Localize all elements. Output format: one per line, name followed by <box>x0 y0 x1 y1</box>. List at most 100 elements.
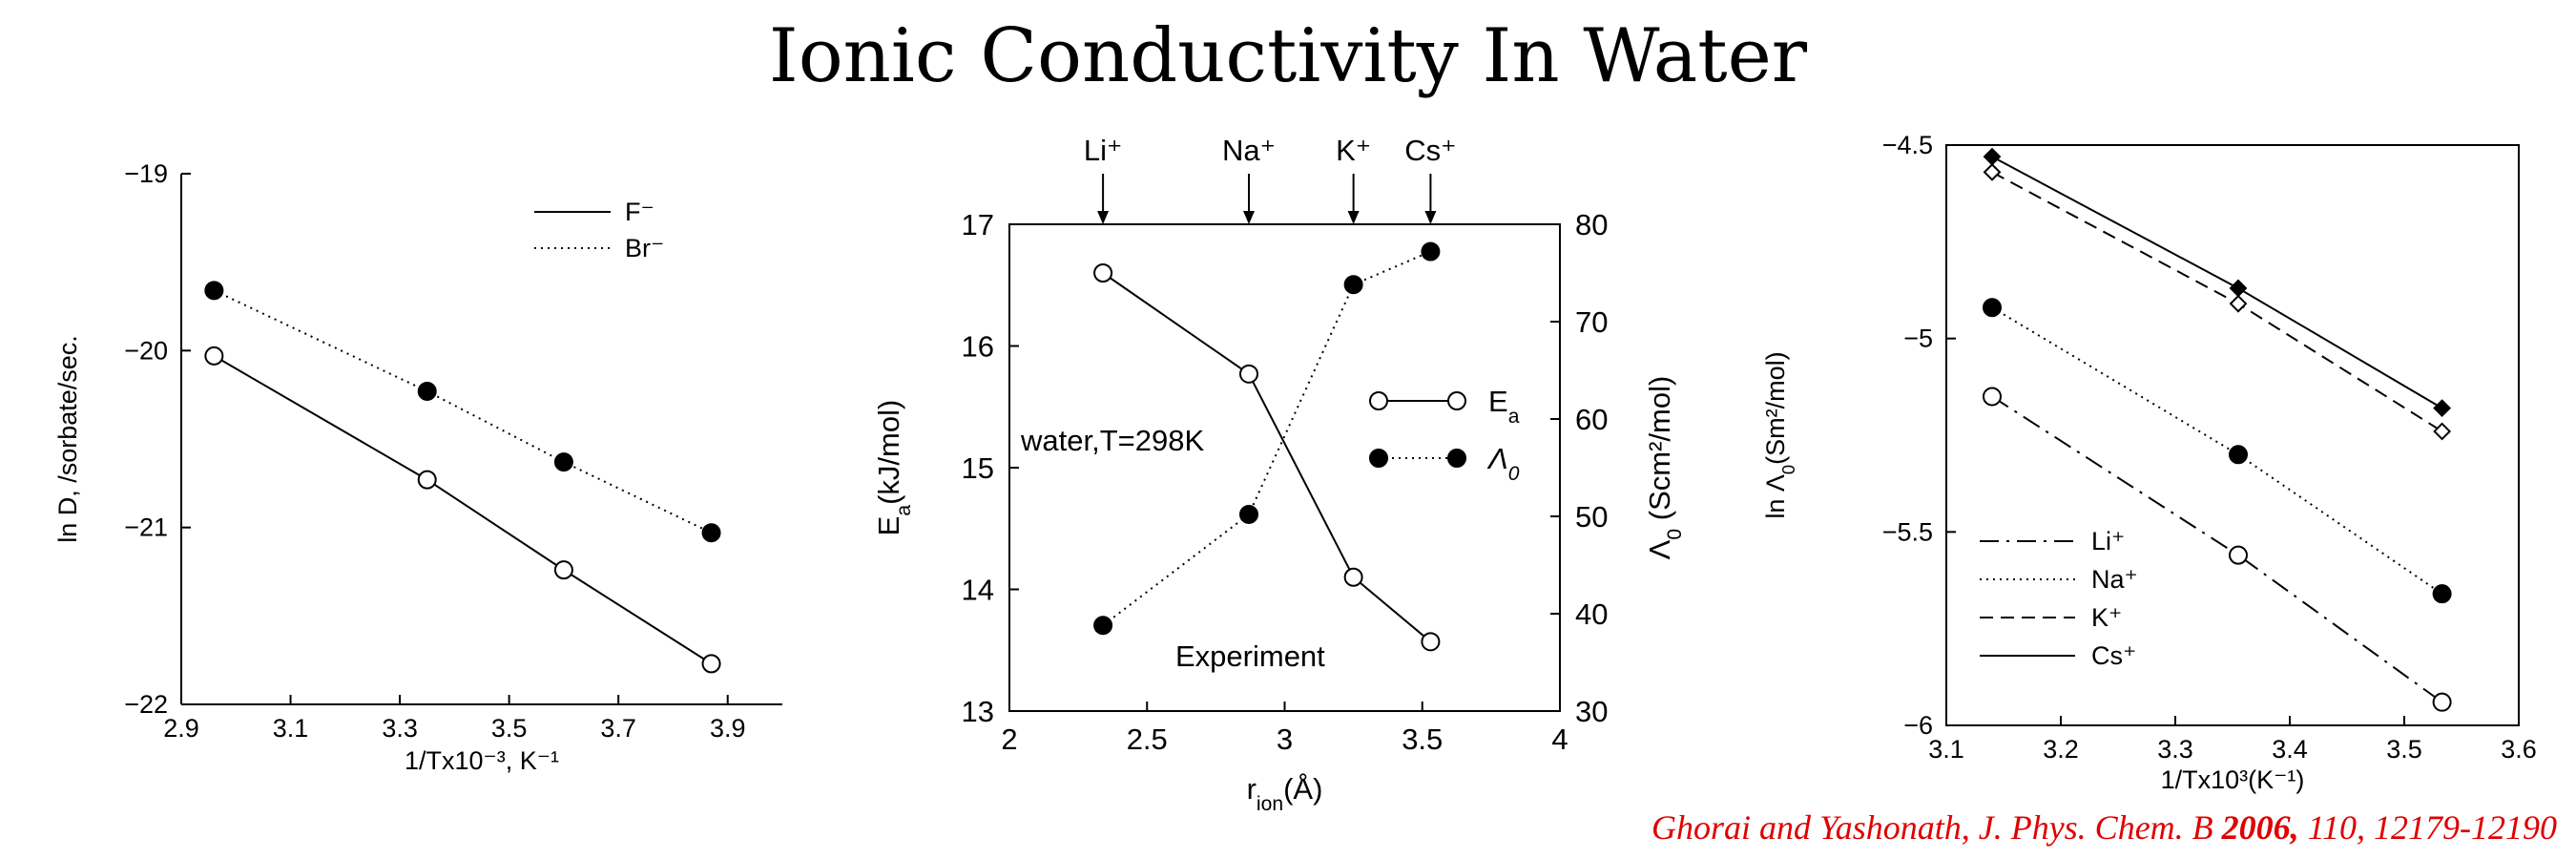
p1-y-tick-label: −20 <box>124 336 168 365</box>
p1-y-tick-label: −22 <box>124 690 168 719</box>
p2-y-right-tick-label: 80 <box>1575 208 1608 241</box>
p2-y-left-tick-label: 17 <box>962 208 994 241</box>
citation: Ghorai and Yashonath, J. Phys. Chem. B 2… <box>1652 807 2557 848</box>
p3-data-point <box>2229 445 2248 465</box>
p3-x-tick-label: 3.4 <box>2272 735 2308 764</box>
p1-series-line <box>213 355 713 665</box>
p2-data-point <box>1238 504 1258 524</box>
p3-data-point <box>2432 692 2452 712</box>
p1-series-line <box>213 289 712 534</box>
p2-data-point <box>1093 616 1113 636</box>
citation-rest: 110, 12179-12190 <box>2298 808 2557 847</box>
p1-data-point <box>417 470 437 490</box>
p2-y-right-tick-label: 30 <box>1575 695 1608 728</box>
p2-x-tick-label: 2.5 <box>1127 723 1168 756</box>
p3-series-line <box>1991 171 2443 432</box>
p2-annotation-experiment: Experiment <box>1175 639 1325 673</box>
p2-y-right-label: Λ0 (Scm²/mol) <box>1643 376 1686 560</box>
p2-legend-label-ea: Ea <box>1488 385 1520 428</box>
p2-y-right-tick-label: 60 <box>1575 403 1608 436</box>
p2-x-tick-label: 2 <box>1001 723 1017 756</box>
p2-x-label: rion(Å) <box>1247 772 1323 815</box>
p2-y-left-label: Ea(kJ/mol) <box>872 400 915 536</box>
p3-x-tick-label: 3.6 <box>2501 735 2537 764</box>
p1-x-label: 1/Tx10⁻³, K⁻¹ <box>405 746 559 775</box>
p3-x-tick-label: 3.5 <box>2386 735 2422 764</box>
p3-data-point <box>2229 545 2248 565</box>
p2-y-left-tick-label: 13 <box>962 695 994 728</box>
p2-data-point <box>1421 632 1441 652</box>
p2-ion-arrowhead <box>1424 211 1437 224</box>
p2-y-right-tick-label: 50 <box>1575 500 1608 534</box>
p3-plot-frame <box>1945 144 2520 726</box>
p2-ion-label: Na⁺ <box>1222 134 1276 167</box>
citation-year: 2006, <box>2221 808 2299 847</box>
p3-data-point <box>2432 584 2452 604</box>
p1-y-tick-label: −21 <box>124 513 168 542</box>
p1-y-label: ln D, /sorbate/sec. <box>53 335 82 543</box>
p2-legend-marker <box>1447 449 1466 468</box>
p2-ion-label: Li⁺ <box>1084 134 1123 167</box>
p3-data-point <box>1983 298 2002 318</box>
page-title: Ionic Conductivity In Water <box>768 13 1808 99</box>
p2-y-left-tick-label: 16 <box>962 330 994 364</box>
p1-y-tick-label: −19 <box>124 159 168 188</box>
p3-y-tick-label: −4.5 <box>1882 131 1933 159</box>
p3-x-label: 1/Tx10³(K⁻¹) <box>2161 765 2305 794</box>
p2-y-left-tick-label: 14 <box>962 574 994 607</box>
p3-data-point <box>2433 422 2452 441</box>
p1-data-point <box>553 452 573 472</box>
p1-data-point <box>701 523 721 543</box>
p3-y-tick-label: −5 <box>1903 325 1933 353</box>
p3-legend-label: Na⁺ <box>2091 565 2138 594</box>
p2-x-tick-label: 4 <box>1551 723 1568 756</box>
p2-y-left-tick-label: 15 <box>962 451 994 485</box>
p2-ion-arrowhead <box>1097 211 1110 224</box>
p3-data-point <box>1983 147 2002 166</box>
p3-data-point <box>2229 294 2248 313</box>
p3-data-point <box>2229 279 2248 298</box>
p2-data-point <box>1238 364 1258 384</box>
p2-data-point <box>1343 567 1363 587</box>
p3-legend-label: Li⁺ <box>2091 527 2125 555</box>
p1-data-point <box>701 654 721 674</box>
p2-legend-marker <box>1369 449 1388 468</box>
p3-data-point <box>1983 162 2002 181</box>
p3-y-label: ln Λ0(Sm²/mol) <box>1761 351 1798 518</box>
p1-legend-label: Br⁻ <box>625 234 664 262</box>
p1-x-tick-label: 3.7 <box>600 714 636 743</box>
p1-x-tick-label: 2.9 <box>163 714 199 743</box>
p2-data-point <box>1093 263 1113 283</box>
p1-x-tick-label: 3.9 <box>710 714 746 743</box>
p3-series-line <box>1991 306 2443 596</box>
p3-x-tick-label: 3.1 <box>1928 735 1964 764</box>
p1-x-tick-label: 3.3 <box>382 714 418 743</box>
p1-x-tick-label: 3.5 <box>491 714 528 743</box>
citation-authors: Ghorai and Yashonath, J. Phys. Chem. B <box>1651 808 2222 847</box>
p2-y-right-tick-label: 40 <box>1575 597 1608 631</box>
p1-x-tick-label: 3.1 <box>273 714 309 743</box>
p2-annotation-condition: water,T=298K <box>1020 424 1204 457</box>
p2-y-right-tick-label: 70 <box>1575 305 1608 339</box>
p2-legend-marker <box>1369 391 1388 410</box>
p2-data-point <box>1343 275 1363 295</box>
p3-y-tick-label: −6 <box>1903 711 1933 740</box>
p2-ion-label: K⁺ <box>1336 134 1371 167</box>
p3-data-point <box>1983 387 2002 407</box>
p2-ion-arrowhead <box>1347 211 1360 224</box>
p3-x-tick-label: 3.3 <box>2157 735 2193 764</box>
p1-data-point <box>553 560 573 580</box>
p1-data-point <box>417 381 437 401</box>
p2-legend-marker <box>1447 391 1466 410</box>
p3-x-tick-label: 3.2 <box>2043 735 2079 764</box>
p2-plot-frame <box>1008 223 1561 712</box>
p2-ion-arrowhead <box>1242 211 1255 224</box>
p2-legend-label-lambda: Λ0 <box>1486 442 1520 485</box>
p1-data-point <box>204 281 224 301</box>
p3-y-tick-label: −5.5 <box>1882 517 1933 546</box>
p3-series-line <box>1991 395 2443 703</box>
p3-legend-label: K⁺ <box>2091 603 2122 632</box>
p2-series-line <box>1102 272 1432 643</box>
p2-data-point <box>1421 241 1441 262</box>
